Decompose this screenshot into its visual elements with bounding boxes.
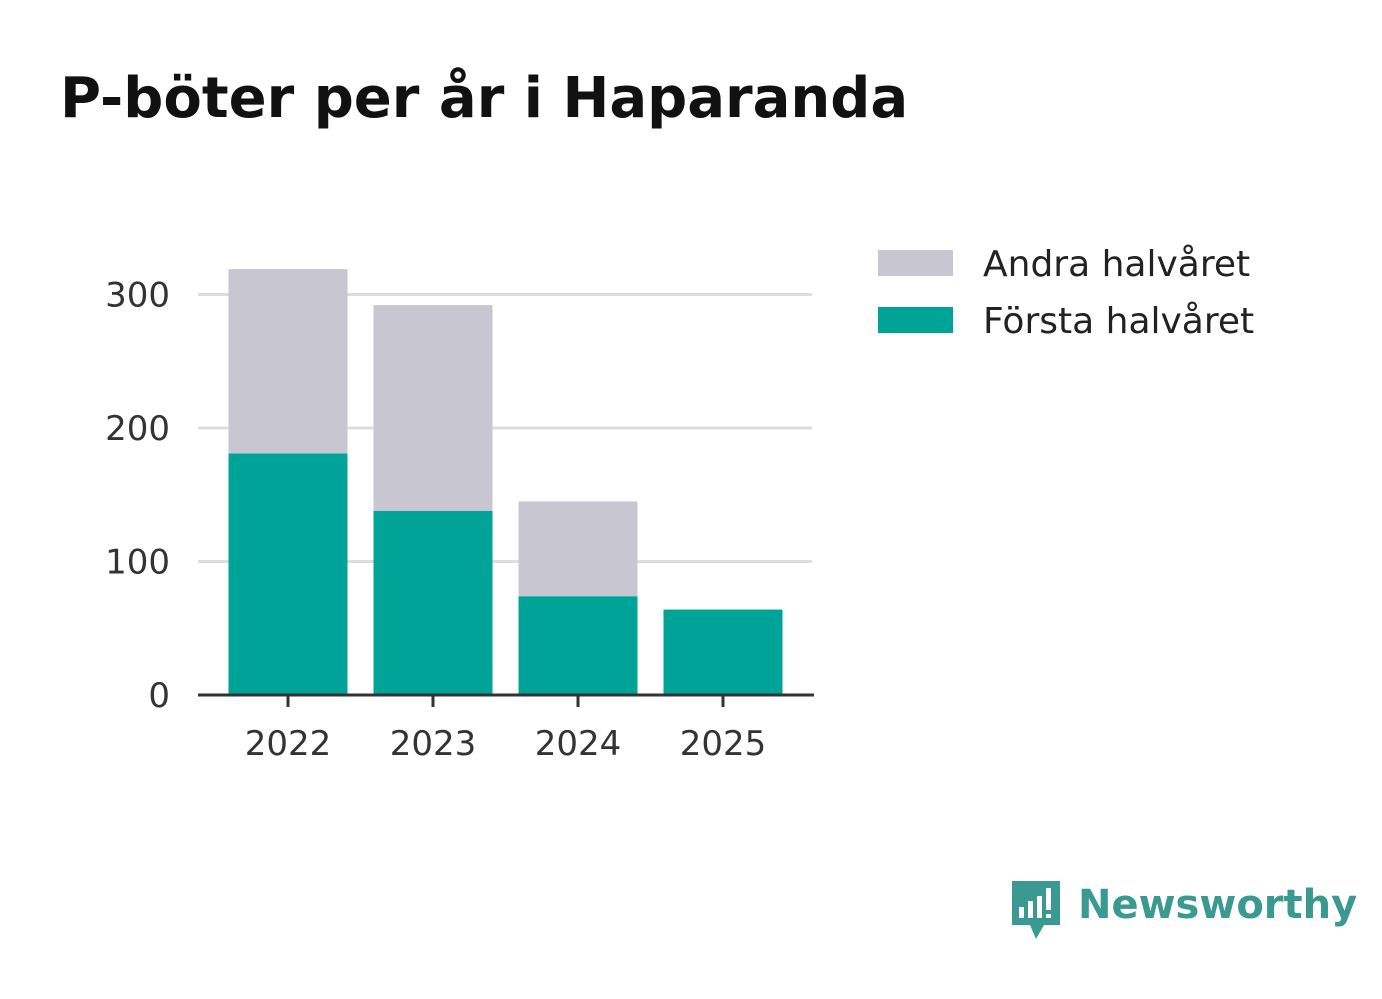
bar-2024-andra [518,501,638,597]
bar-2023-andra [373,305,493,511]
x-tick-label: 2024 [535,724,622,764]
y-tick-label: 100 [105,543,170,583]
bar-2025-forsta [663,609,783,695]
y-tick-label: 200 [105,409,170,449]
legend-swatch [878,307,953,333]
bars [228,269,783,695]
legend-label: Andra halvåret [983,244,1250,285]
x-tick-label: 2025 [680,724,767,764]
x-tick-label: 2022 [245,724,332,764]
y-tick-label: 0 [148,676,170,716]
newsworthy-logo-icon [1012,881,1060,939]
bar-2022-andra [228,269,348,454]
y-tick-label: 300 [105,276,170,316]
bar-2023-forsta [373,510,493,695]
legend-label: Första halvåret [983,301,1254,342]
x-axis: 2022 2023 2024 2025 [198,693,814,764]
bar-2022-forsta [228,453,348,695]
legend-swatch [878,250,953,276]
bar-2024-forsta [518,596,638,695]
x-tick-label: 2023 [390,724,477,764]
newsworthy-logo: Newsworthy [1012,881,1357,939]
chart-title: P-böter per år i Haparanda [60,66,909,131]
brand-name: Newsworthy [1078,882,1357,928]
y-axis: 0 100 200 300 [105,276,170,717]
legend: Andra halvåret Första halvåret [878,244,1254,342]
